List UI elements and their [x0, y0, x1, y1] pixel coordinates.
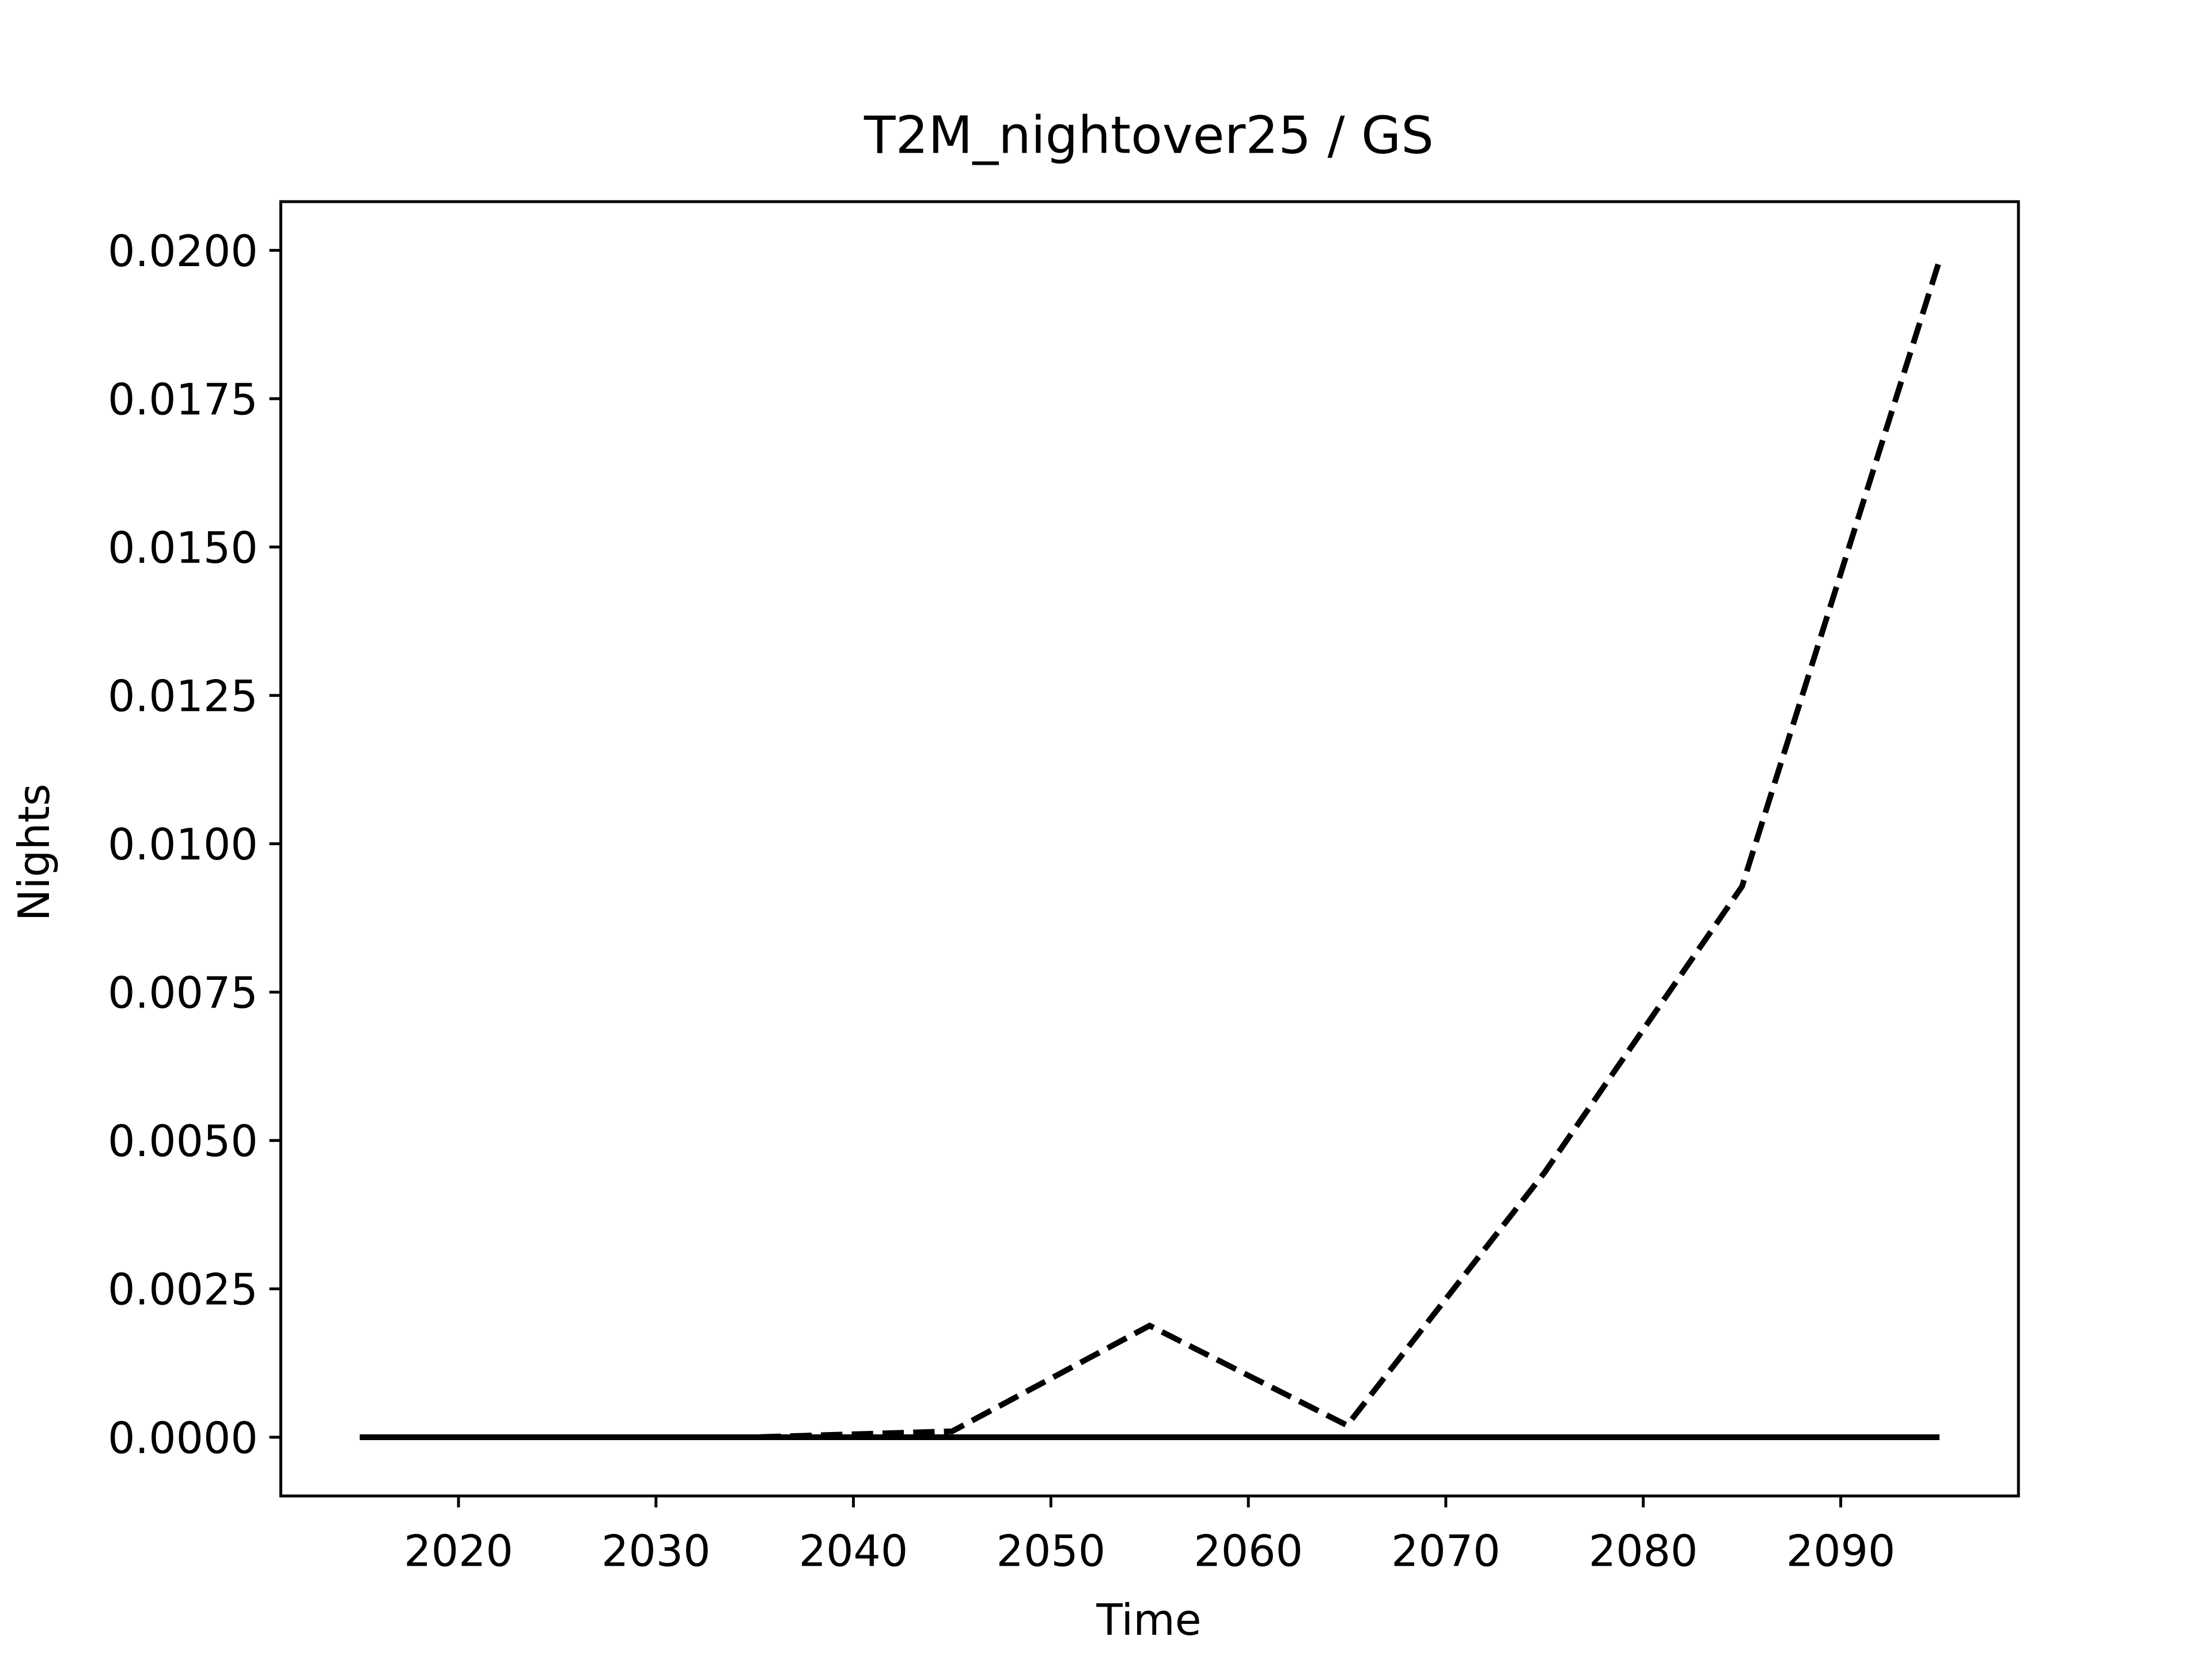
y-tick-label: 0.0025 [108, 1265, 258, 1315]
x-tick-label: 2080 [1589, 1527, 1698, 1577]
y-tick-label: 0.0200 [108, 226, 258, 276]
x-tick-label: 2030 [601, 1527, 711, 1577]
y-tick-label: 0.0075 [108, 968, 258, 1018]
y-tick-label: 0.0175 [108, 374, 258, 425]
plot-frame [279, 200, 2020, 1498]
x-tick-label: 2050 [997, 1527, 1106, 1577]
x-tick-label: 2040 [799, 1527, 908, 1577]
y-tick-label: 0.0050 [108, 1116, 258, 1166]
y-tick-label: 0.0000 [108, 1413, 258, 1463]
x-tick-label: 2060 [1194, 1527, 1303, 1577]
chart-title: T2M_nightover25 / GS [863, 106, 1434, 166]
y-tick-label: 0.0150 [108, 523, 258, 573]
x-tick-label: 2090 [1786, 1527, 1896, 1577]
x-tick-label: 2070 [1391, 1527, 1501, 1577]
y-tick-label: 0.0100 [108, 820, 258, 870]
y-tick-label: 0.0125 [108, 672, 258, 722]
y-axis-label: Nights [9, 783, 59, 921]
x-tick-label: 2020 [404, 1527, 513, 1577]
x-axis-label: Time [1096, 1595, 1201, 1645]
series-line [359, 259, 1942, 1440]
